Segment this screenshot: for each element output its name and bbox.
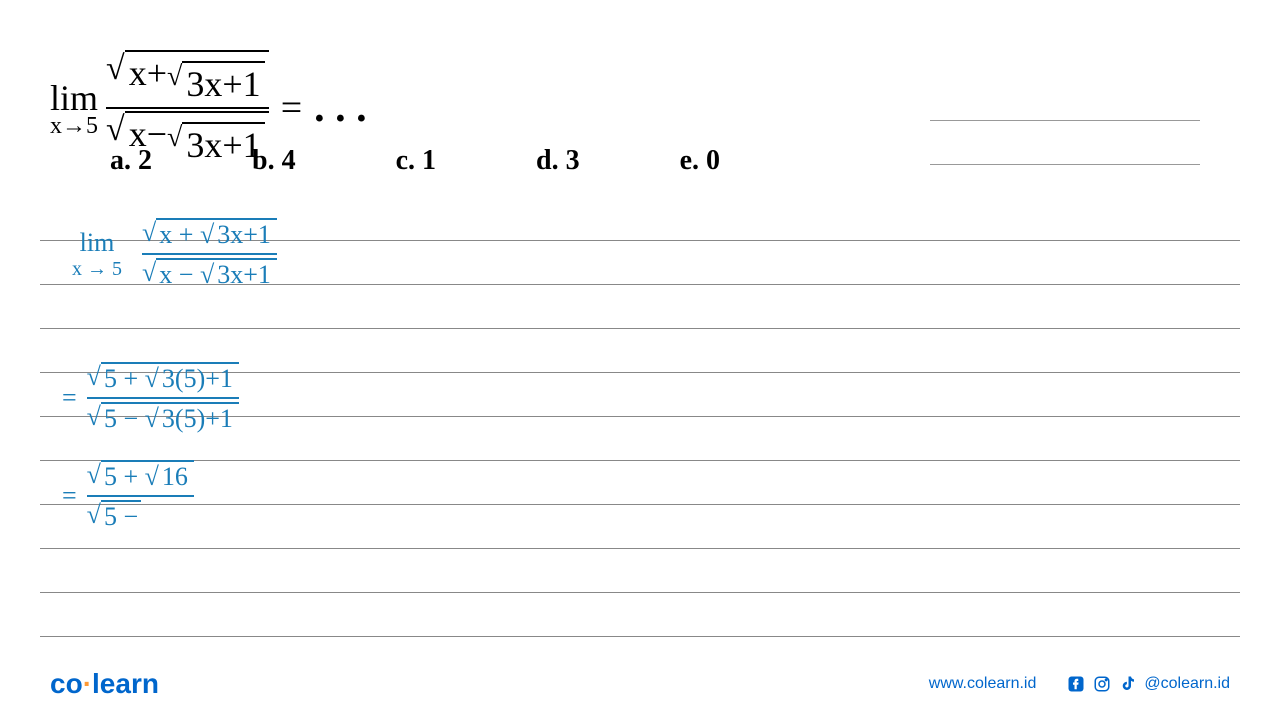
- sqrt-icon: √: [142, 258, 156, 288]
- hw-den-inner: 3x+1: [214, 258, 274, 289]
- sqrt-icon: √: [145, 462, 159, 491]
- lim-approach: x→5: [50, 113, 98, 140]
- hw-den-inner: 3(5)+1: [159, 402, 236, 433]
- hw-equals: =: [62, 383, 77, 413]
- sqrt-icon: √: [106, 50, 125, 88]
- answer-options: a. 2 b. 4 c. 1 d. 3 e. 0: [110, 145, 720, 177]
- handwriting-step2: = √ 5 + √3(5)+1 √ 5 − √3(5)+1: [62, 362, 239, 434]
- sqrt-icon: √: [87, 500, 101, 530]
- option-c: c. 1: [396, 145, 436, 177]
- handwriting-step3: = √ 5 + √16 √ 5 −: [62, 460, 194, 532]
- sqrt-icon: √: [87, 460, 101, 490]
- sqrt-icon: √: [106, 111, 125, 149]
- ruled-line-short: [930, 164, 1200, 165]
- hw-den-outer: x −: [159, 260, 193, 289]
- logo-dot: ·: [83, 668, 92, 699]
- sqrt-icon: √: [167, 61, 182, 93]
- hw-num-outer: x +: [159, 220, 193, 249]
- website-url: www.colearn.id: [929, 675, 1037, 693]
- fraction-line: [106, 107, 269, 109]
- hw-num-outer: 5 +: [104, 364, 138, 393]
- hw-num-inner: 16: [159, 460, 191, 491]
- sqrt-icon: √: [87, 362, 101, 392]
- option-b: b. 4: [252, 145, 296, 177]
- ruled-line: [40, 504, 1240, 505]
- option-a: a. 2: [110, 145, 152, 177]
- answer-dots: . . .: [314, 84, 367, 132]
- logo-co: co: [50, 668, 83, 699]
- ruled-line-short: [930, 120, 1200, 121]
- brand-logo: co·learn: [50, 668, 159, 700]
- ruled-line: [40, 636, 1240, 637]
- option-d: d. 3: [536, 145, 580, 177]
- equals-sign: =: [281, 86, 302, 130]
- instagram-icon: [1092, 674, 1112, 694]
- fraction-line: [142, 253, 277, 255]
- logo-learn: learn: [92, 668, 159, 699]
- sqrt-icon: √: [200, 260, 214, 289]
- sqrt-icon: √: [87, 402, 101, 432]
- hw-den-outer: 5 −: [104, 404, 138, 433]
- handwriting-step1: lim x → 5 √ x + √3x+1 √ x − √3x+1: [72, 218, 277, 290]
- fraction-line: [87, 397, 239, 399]
- tiktok-icon: [1118, 674, 1138, 694]
- ruled-line: [40, 328, 1240, 329]
- social-handle: @colearn.id: [1144, 675, 1230, 693]
- numerator-inner: 3x+1: [182, 61, 264, 105]
- footer: co·learn www.colearn.id @colearn.id: [0, 668, 1280, 700]
- sqrt-icon: √: [200, 220, 214, 249]
- ruled-line: [40, 592, 1240, 593]
- sqrt-icon: √: [142, 218, 156, 248]
- sqrt-icon: √: [145, 404, 159, 433]
- hw-den-outer: 5 −: [104, 502, 138, 531]
- hw-lim-label: lim: [80, 228, 115, 258]
- hw-lim-approach: x → 5: [72, 258, 122, 281]
- numerator-outer: x+: [129, 53, 167, 93]
- fraction-line: [87, 495, 194, 497]
- facebook-icon: [1066, 674, 1086, 694]
- ruled-line: [40, 548, 1240, 549]
- hw-num-inner: 3(5)+1: [159, 362, 236, 393]
- hw-num-outer: 5 +: [104, 462, 138, 491]
- sqrt-icon: √: [145, 364, 159, 393]
- hw-num-inner: 3x+1: [214, 218, 274, 249]
- option-e: e. 0: [680, 145, 720, 177]
- ruled-line: [40, 460, 1240, 461]
- hw-equals: =: [62, 481, 77, 511]
